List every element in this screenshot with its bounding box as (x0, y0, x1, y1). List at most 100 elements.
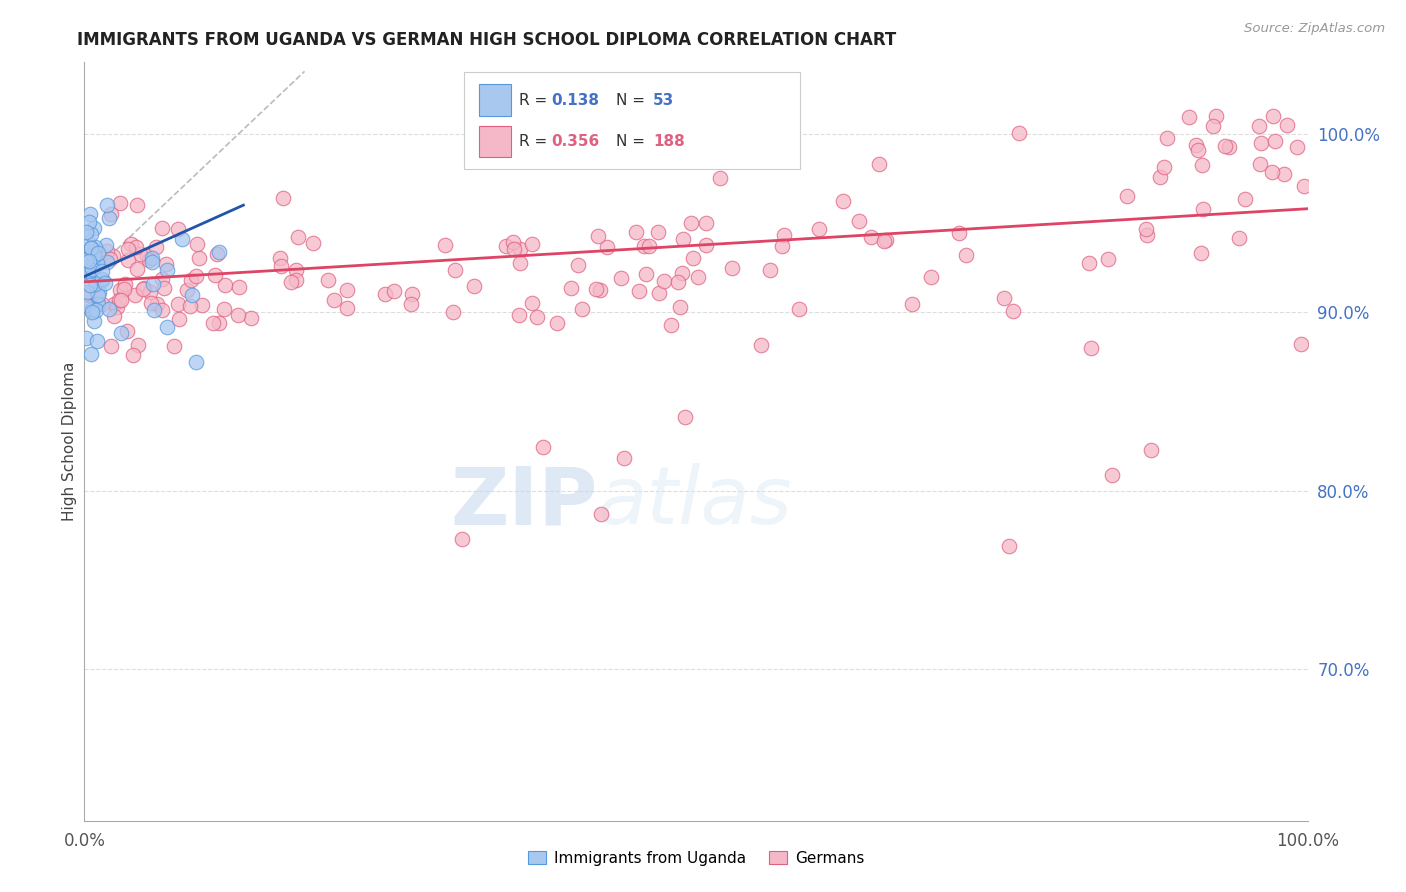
Point (901, 297, 924, 311)
Point (335, 301, 357, 316)
Point (1077, 256, 1099, 270)
Point (633, 239, 655, 253)
Point (659, 318, 682, 333)
Point (91, 264, 114, 278)
Point (269, 251, 291, 265)
Point (567, 259, 589, 273)
Point (96, 238, 118, 252)
Point (335, 283, 357, 297)
Point (749, 337, 772, 351)
Point (669, 300, 692, 314)
Y-axis label: High School Diploma: High School Diploma (62, 362, 77, 521)
Point (832, 194, 855, 208)
Point (75, 252, 97, 267)
Point (1249, 157, 1271, 171)
Point (228, 280, 250, 294)
Point (848, 213, 870, 227)
Text: 53: 53 (654, 93, 675, 108)
Point (90, 272, 112, 286)
Point (508, 308, 530, 322)
Text: R =: R = (519, 93, 551, 108)
Point (112, 282, 135, 296)
Point (139, 285, 162, 299)
Point (1080, 342, 1102, 356)
Point (316, 273, 339, 287)
Point (1136, 227, 1159, 242)
Point (1149, 169, 1171, 184)
Point (82, 268, 104, 283)
Point (86, 288, 108, 302)
Point (108, 283, 131, 297)
Point (758, 263, 780, 277)
Point (560, 280, 582, 294)
Point (322, 293, 344, 307)
Point (80, 227, 103, 242)
Point (612, 451, 634, 466)
Point (179, 299, 201, 313)
Point (186, 355, 208, 369)
Point (80, 240, 103, 254)
Point (860, 230, 883, 244)
Point (666, 276, 689, 290)
Point (82, 262, 104, 277)
Point (1249, 119, 1271, 133)
Point (117, 242, 139, 256)
Text: 188: 188 (654, 134, 685, 149)
Point (87, 296, 110, 310)
Point (98, 211, 121, 225)
FancyBboxPatch shape (479, 85, 512, 116)
Point (143, 303, 166, 318)
Point (120, 236, 142, 251)
Point (117, 252, 139, 267)
Point (284, 273, 307, 287)
Point (808, 222, 831, 236)
Point (688, 270, 710, 285)
Point (509, 256, 531, 270)
Point (636, 267, 658, 281)
Text: N =: N = (616, 134, 651, 149)
Point (1153, 160, 1175, 174)
Point (77, 287, 100, 301)
Text: ZIP: ZIP (451, 463, 598, 541)
Point (86, 256, 108, 270)
Point (77, 215, 100, 229)
Point (434, 238, 457, 252)
Point (595, 240, 617, 254)
Point (83, 314, 105, 328)
Point (186, 268, 208, 283)
Point (155, 257, 177, 271)
Point (948, 226, 970, 240)
Point (787, 302, 810, 317)
Point (271, 191, 294, 205)
Point (1264, 134, 1286, 148)
Point (170, 232, 193, 246)
Point (302, 236, 325, 251)
Point (1213, 138, 1236, 153)
Point (671, 266, 693, 280)
Point (1115, 189, 1137, 203)
Point (124, 288, 146, 302)
Point (80, 302, 103, 317)
Point (128, 246, 150, 260)
Point (672, 232, 695, 246)
Point (201, 316, 224, 330)
Point (240, 310, 263, 325)
Point (1261, 164, 1284, 178)
Point (103, 310, 125, 324)
Point (79, 278, 101, 293)
Point (382, 284, 405, 298)
Point (1202, 120, 1225, 134)
Point (86, 257, 108, 271)
Point (1250, 136, 1272, 150)
Point (993, 291, 1015, 305)
Point (287, 230, 309, 244)
Point (1205, 110, 1227, 124)
Point (520, 237, 543, 252)
Point (103, 296, 125, 310)
FancyBboxPatch shape (464, 71, 800, 169)
Point (451, 532, 474, 546)
Point (84, 277, 107, 291)
Point (1285, 139, 1308, 153)
Point (76, 264, 98, 278)
Point (652, 274, 675, 288)
